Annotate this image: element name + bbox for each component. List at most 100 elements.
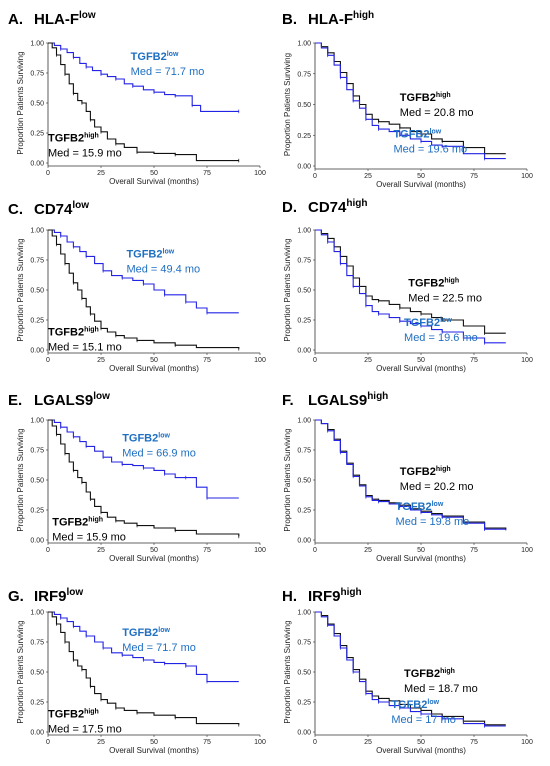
- median-label-low: Med = 17 mo: [391, 714, 456, 726]
- group-label-high: TGFB2high: [404, 668, 455, 680]
- km-panel-2: B. HLA-Fhigh 0.00 0.25 0.50 0.75 1.00 0 25 50 75 10…: [282, 10, 533, 189]
- y-tick-label: 1.00: [30, 610, 44, 617]
- group-label-low: TGFB2low: [122, 433, 170, 445]
- y-tick-label: 0.25: [297, 508, 311, 515]
- y-tick-label: 1.00: [297, 610, 311, 617]
- panel-letter: H.: [282, 588, 297, 605]
- km-panel-4: D. CD74high 0.00 0.25 0.50 0.75 1.00 0 25 50 75 100…: [282, 198, 533, 373]
- panel-letter: B.: [282, 11, 297, 28]
- y-tick-label: 1.00: [30, 41, 44, 48]
- x-axis-title: Overall Survival (months): [109, 746, 199, 755]
- x-tick-label: 75: [203, 170, 211, 177]
- x-tick-label: 75: [203, 357, 211, 364]
- y-tick-label: 0.50: [297, 670, 311, 677]
- y-tick-label: 0.75: [297, 258, 311, 265]
- group-label-low: TGFB2low: [126, 249, 174, 261]
- median-label-low: Med = 19.8 mo: [396, 516, 470, 528]
- panel-letter: E.: [8, 392, 22, 409]
- x-tick-label: 100: [521, 547, 533, 554]
- median-label-high: Med = 15.9 mo: [52, 532, 126, 544]
- x-tick-label: 25: [97, 739, 105, 746]
- km-panel-5: E. LGALS9low 0.00 0.25 0.50 0.75 1.00 0 25 50 75 10…: [8, 391, 266, 563]
- panel-gene-title: CD74low: [34, 200, 89, 218]
- y-tick-label: 1.00: [297, 418, 311, 425]
- y-axis-title: Proportion Patients Surviving: [16, 51, 25, 154]
- group-label-high: TGFB2high: [400, 466, 451, 478]
- median-label-high: Med = 20.2 mo: [400, 481, 474, 493]
- x-tick-label: 0: [46, 357, 50, 364]
- x-tick-label: 75: [470, 357, 478, 364]
- y-tick-label: 0.75: [30, 258, 44, 265]
- y-tick-label: 0.25: [297, 318, 311, 325]
- km-panel-1: A. HLA-Flow 0.00 0.25 0.50 0.75 1.00 0 25 50 75 100…: [8, 10, 266, 186]
- x-axis-title: Overall Survival (months): [376, 746, 466, 755]
- group-label-low: TGFB2low: [122, 627, 170, 639]
- y-tick-label: 0.75: [297, 71, 311, 78]
- y-tick-label: 0.00: [30, 538, 44, 545]
- x-tick-label: 50: [417, 173, 425, 180]
- median-label-low: Med = 71.7 mo: [122, 642, 196, 654]
- y-tick-label: 0.00: [297, 538, 311, 545]
- panel-letter: F.: [282, 392, 294, 409]
- y-axis-title: Proportion Patients Surviving: [283, 428, 292, 531]
- x-axis-title: Overall Survival (months): [376, 364, 466, 373]
- group-label-high: TGFB2high: [52, 517, 103, 529]
- y-tick-label: 0.50: [297, 478, 311, 485]
- y-tick-label: 0.50: [297, 102, 311, 109]
- x-tick-label: 75: [470, 173, 478, 180]
- km-curve-high: [315, 611, 506, 726]
- y-tick-label: 0.25: [30, 318, 44, 325]
- x-tick-label: 100: [254, 547, 266, 554]
- x-tick-label: 100: [521, 173, 533, 180]
- y-tick-label: 0.00: [30, 730, 44, 737]
- y-tick-label: 0.25: [297, 133, 311, 140]
- y-tick-label: 1.00: [30, 418, 44, 425]
- x-tick-label: 50: [150, 170, 158, 177]
- x-tick-label: 75: [203, 547, 211, 554]
- median-label-low: Med = 71.7 mo: [131, 66, 205, 78]
- panel-letter: C.: [8, 201, 23, 218]
- y-tick-label: 0.00: [30, 161, 44, 168]
- median-label-high: Med = 18.7 mo: [404, 683, 478, 695]
- y-tick-label: 0.25: [30, 131, 44, 138]
- y-tick-label: 0.75: [30, 71, 44, 78]
- x-tick-label: 50: [150, 357, 158, 364]
- y-tick-label: 0.50: [297, 288, 311, 295]
- y-tick-label: 0.50: [30, 101, 44, 108]
- median-label-high: Med = 15.9 mo: [48, 147, 122, 159]
- x-tick-label: 0: [46, 547, 50, 554]
- panel-letter: A.: [8, 11, 23, 28]
- panel-letter: D.: [282, 199, 297, 216]
- y-axis-title: Proportion Patients Surviving: [283, 53, 292, 156]
- group-label-high: TGFB2high: [400, 92, 451, 104]
- x-tick-label: 100: [254, 739, 266, 746]
- y-tick-label: 0.50: [30, 670, 44, 677]
- y-tick-label: 0.25: [30, 508, 44, 515]
- x-tick-label: 0: [46, 170, 50, 177]
- y-tick-label: 1.00: [30, 228, 44, 235]
- group-label-high: TGFB2high: [408, 277, 459, 289]
- y-tick-label: 0.00: [297, 730, 311, 737]
- x-tick-label: 25: [364, 547, 372, 554]
- panel-gene-title: LGALS9high: [308, 391, 388, 409]
- group-label-low: TGFB2low: [404, 317, 452, 329]
- y-axis-title: Proportion Patients Surviving: [16, 428, 25, 531]
- group-label-high: TGFB2high: [48, 132, 99, 144]
- median-label-high: Med = 17.5 mo: [48, 724, 122, 736]
- km-curve-low: [315, 229, 506, 344]
- x-tick-label: 50: [417, 739, 425, 746]
- x-tick-label: 25: [364, 739, 372, 746]
- y-tick-label: 0.00: [297, 348, 311, 355]
- group-label-high: TGFB2high: [48, 327, 99, 339]
- x-axis-title: Overall Survival (months): [109, 177, 199, 186]
- x-tick-label: 100: [254, 357, 266, 364]
- panel-gene-title: HLA-Flow: [34, 10, 96, 28]
- km-panel-8: H. IRF9high 0.00 0.25 0.50 0.75 1.00 0 25 50 75 100…: [282, 587, 533, 755]
- y-tick-label: 0.50: [30, 288, 44, 295]
- y-axis-title: Proportion Patients Surviving: [16, 620, 25, 723]
- x-tick-label: 100: [521, 739, 533, 746]
- x-tick-label: 0: [313, 173, 317, 180]
- x-tick-label: 25: [97, 170, 105, 177]
- x-tick-label: 0: [313, 357, 317, 364]
